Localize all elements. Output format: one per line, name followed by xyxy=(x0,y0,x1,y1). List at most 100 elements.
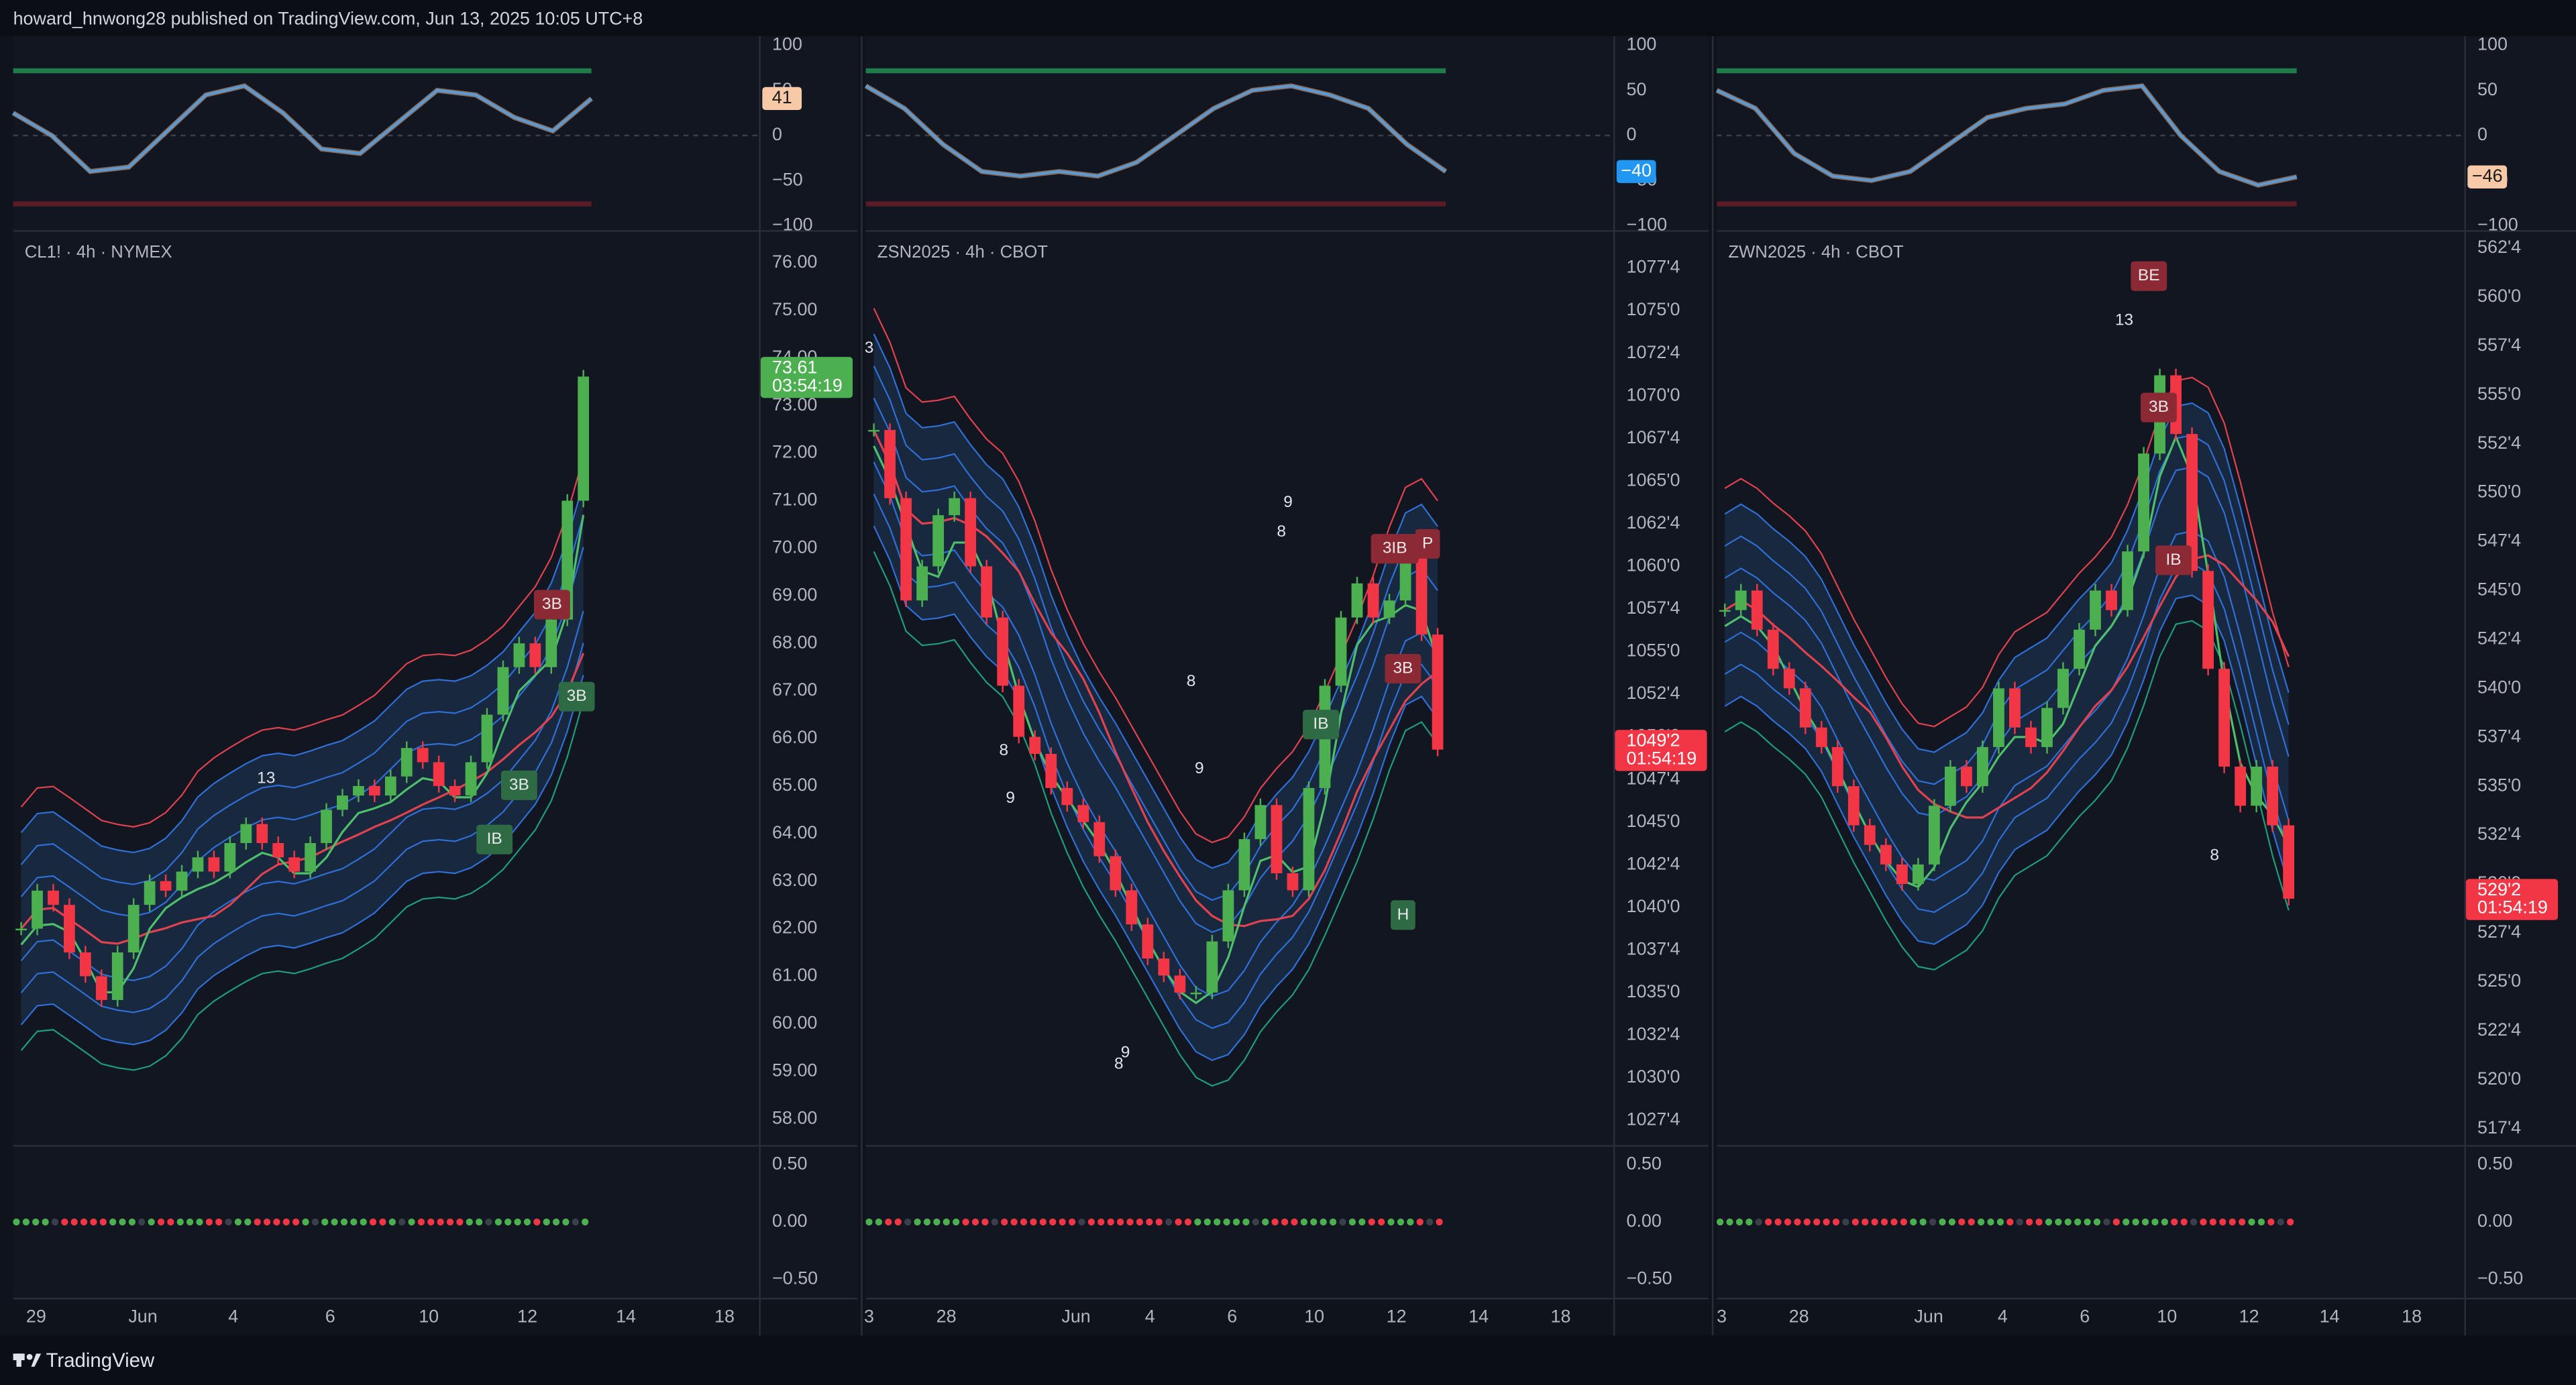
signal-dot xyxy=(971,1218,979,1226)
osc-tag-label: −40 xyxy=(1621,160,1652,180)
signal-dot xyxy=(2112,1218,2120,1226)
annotation-box xyxy=(476,824,513,854)
price-tick-label: 1037'4 xyxy=(1626,938,1680,958)
price-tick-label: 66.00 xyxy=(772,727,817,747)
candle xyxy=(288,857,301,872)
osc-line xyxy=(12,84,592,173)
signal-dot xyxy=(1020,1218,1028,1226)
price-tick-label: 1075'0 xyxy=(1626,299,1680,319)
annotation-box xyxy=(1371,534,1419,564)
candle xyxy=(1222,890,1234,942)
signal-dot xyxy=(331,1218,338,1226)
candle xyxy=(2283,825,2295,899)
price-tick-label: 1077'4 xyxy=(1626,257,1680,277)
candle xyxy=(981,566,993,618)
symbol-label: ZWN2025 · 4h · CBOT xyxy=(1728,243,1904,262)
candle xyxy=(513,643,525,667)
annotation: 3B xyxy=(567,687,587,705)
candle xyxy=(1110,856,1122,891)
time-label: 12 xyxy=(517,1306,537,1326)
annotation: IB xyxy=(487,830,502,848)
time-label: Jun xyxy=(1914,1306,1943,1326)
candle xyxy=(997,617,1009,686)
signal-dot xyxy=(552,1218,560,1226)
signal-dot xyxy=(1910,1218,1917,1226)
signal-dot xyxy=(369,1218,377,1226)
signal-dot xyxy=(292,1218,300,1226)
candle xyxy=(481,714,493,763)
signal-dot xyxy=(254,1218,261,1226)
candle xyxy=(1061,787,1073,806)
price-tick-label: 1030'0 xyxy=(1626,1066,1680,1087)
signal-dot xyxy=(1030,1218,1037,1226)
candle xyxy=(1415,549,1428,635)
price-tick-label: 552'4 xyxy=(2477,433,2521,453)
price-tick-label: 67.00 xyxy=(772,679,817,700)
signal-dot xyxy=(1329,1218,1337,1226)
signal-dot xyxy=(2287,1218,2294,1226)
signal-dot xyxy=(582,1218,589,1226)
signal-dot xyxy=(2045,1218,2053,1226)
time-label: Jun xyxy=(128,1306,157,1326)
price-tick-label: 525'0 xyxy=(2477,971,2521,991)
signal-dot xyxy=(80,1218,88,1226)
candle xyxy=(272,842,284,858)
candle xyxy=(48,890,59,905)
signal-dot xyxy=(2248,1218,2255,1226)
candle xyxy=(497,667,509,715)
signal-dot xyxy=(2200,1218,2207,1226)
candle xyxy=(240,824,252,843)
signal-dot xyxy=(1068,1218,1076,1226)
signal-dot xyxy=(176,1218,184,1226)
price-tick-label: 1047'4 xyxy=(1626,768,1680,788)
time-label: 14 xyxy=(616,1306,636,1326)
candle xyxy=(916,566,928,601)
price-tag-label: 1049'2 xyxy=(1626,730,1680,751)
signal-dot xyxy=(2035,1218,2043,1226)
signal-dot xyxy=(533,1218,541,1226)
price-tag-countdown: 03:54:19 xyxy=(772,375,843,395)
osc-tick-label: 100 xyxy=(1626,34,1656,54)
price-tick-label: 532'4 xyxy=(2477,824,2521,844)
annotation: 3 xyxy=(865,339,874,357)
candle xyxy=(1847,786,1860,826)
annotation: 8 xyxy=(1114,1055,1124,1073)
signal-dot xyxy=(1223,1218,1230,1226)
signal-dot xyxy=(904,1218,912,1226)
signal-dot xyxy=(1378,1218,1385,1226)
signal-dot xyxy=(1203,1218,1211,1226)
signal-dot xyxy=(1097,1218,1105,1226)
logo-part xyxy=(31,1353,42,1367)
signal-dot xyxy=(1059,1218,1066,1226)
annotation-box xyxy=(2155,545,2192,575)
candle xyxy=(2202,571,2214,669)
signal-dot xyxy=(1001,1218,1008,1226)
candle xyxy=(1864,825,1876,845)
price-tick-label: 1065'0 xyxy=(1626,469,1680,490)
candle xyxy=(433,762,445,786)
osc-tick-label: −100 xyxy=(772,215,813,235)
signal-dot xyxy=(981,1218,989,1226)
price-tick-label: 545'0 xyxy=(2477,579,2521,600)
candle xyxy=(1303,787,1315,891)
signal-dot xyxy=(311,1218,319,1226)
annotation: 9 xyxy=(1121,1044,1130,1062)
signal-dot xyxy=(1726,1218,1733,1226)
price-tick-label: 1060'0 xyxy=(1626,555,1680,575)
osc-tag xyxy=(2467,165,2508,188)
signal-dot xyxy=(148,1218,155,1226)
signal-dot xyxy=(2074,1218,2082,1226)
signal-dot xyxy=(51,1218,59,1226)
time-label: 14 xyxy=(2320,1306,2340,1326)
osc-tick-label: 0 xyxy=(772,124,782,144)
price-tick-label: 69.00 xyxy=(772,584,817,604)
signal-dot xyxy=(523,1218,531,1226)
band-slow xyxy=(20,653,585,945)
candle xyxy=(1013,685,1025,737)
candle xyxy=(1783,669,1795,689)
signal-dot xyxy=(1232,1218,1240,1226)
price-tick-label: 68.00 xyxy=(772,632,817,652)
signal-dot xyxy=(1252,1218,1259,1226)
signal-dot xyxy=(302,1218,309,1226)
price-tick-label: 1045'0 xyxy=(1626,811,1680,831)
